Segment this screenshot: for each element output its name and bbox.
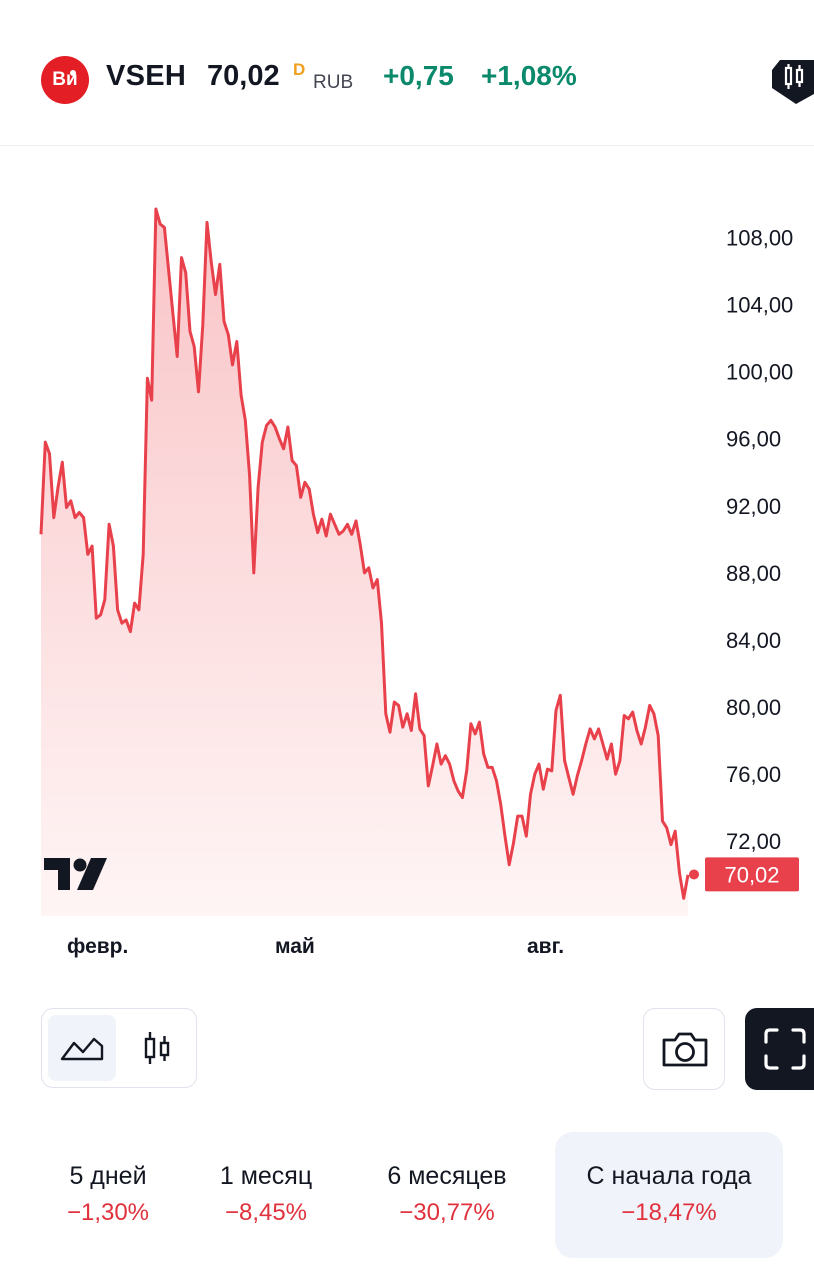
- y-tick-label: 92,00: [726, 494, 781, 519]
- candlestick-icon: [144, 1032, 170, 1064]
- fullscreen-icon: [764, 1028, 806, 1070]
- chart-style-switcher: [41, 1008, 197, 1088]
- period-change: −18,47%: [621, 1199, 717, 1226]
- price-change: +0,75: [383, 60, 454, 91]
- currency-label: RUB: [313, 72, 354, 93]
- price-axis[interactable]: 108,00 104,00 100,00 96,00 92,00 88,00 84,00 80…: [705, 226, 799, 892]
- period-6m[interactable]: 6 месяцев −30,77%: [366, 1132, 528, 1258]
- last-price-tag-label: 70,02: [724, 862, 779, 887]
- y-tick-label: 108,00: [726, 226, 793, 251]
- period-label: 1 месяц: [219, 1162, 313, 1190]
- y-tick-label: 76,00: [726, 762, 781, 787]
- x-tick-label: авг.: [527, 935, 565, 958]
- period-5d[interactable]: 5 дней −1,30%: [40, 1132, 176, 1258]
- tradingview-logo-icon[interactable]: [44, 856, 108, 892]
- y-tick-label: 104,00: [726, 293, 793, 318]
- symbol-header: Ви VSEH 70,02 D RUB +0,75 +1,08%: [0, 0, 814, 146]
- delay-badge: D: [293, 60, 306, 79]
- price-change-percent: +1,08%: [481, 60, 577, 91]
- logo-dot: [70, 70, 76, 76]
- area-fill: [41, 209, 688, 916]
- area-style-button[interactable]: [48, 1015, 116, 1081]
- period-1m[interactable]: 1 месяц −8,45%: [196, 1132, 336, 1258]
- x-tick-label: февр.: [67, 935, 129, 958]
- series-line: [39, 207, 690, 900]
- candlestick-badge-icon[interactable]: [770, 54, 814, 106]
- y-tick-label: 72,00: [726, 829, 781, 854]
- period-ytd[interactable]: С начала года −18,47%: [555, 1132, 783, 1258]
- price-chart[interactable]: 108,00 104,00 100,00 96,00 92,00 88,00 84,00 80…: [0, 146, 814, 926]
- y-tick-label: 100,00: [726, 360, 793, 385]
- area-chart-icon: [60, 1037, 104, 1061]
- snapshot-button[interactable]: [643, 1008, 725, 1090]
- x-tick-label: май: [275, 935, 315, 958]
- period-change: −1,30%: [66, 1199, 150, 1226]
- y-tick-label: 80,00: [726, 695, 781, 720]
- period-label: 5 дней: [69, 1162, 147, 1190]
- period-label: 6 месяцев: [387, 1162, 507, 1190]
- plot-area: [39, 207, 699, 916]
- period-label: С начала года: [586, 1162, 752, 1190]
- y-tick-label: 84,00: [726, 628, 781, 653]
- period-change: −8,45%: [224, 1199, 308, 1226]
- period-change: −30,77%: [399, 1199, 495, 1226]
- last-point-marker: [689, 869, 699, 880]
- last-price: 70,02: [207, 60, 280, 92]
- fullscreen-button[interactable]: [745, 1008, 814, 1090]
- ticker-symbol[interactable]: VSEH: [106, 60, 187, 92]
- y-tick-label: 88,00: [726, 561, 781, 586]
- candles-style-button[interactable]: [122, 1015, 190, 1081]
- last-price-tag: [705, 857, 799, 892]
- camera-icon: [662, 1032, 708, 1067]
- y-tick-label: 96,00: [726, 427, 781, 452]
- vi-logo-icon: Ви: [41, 56, 89, 104]
